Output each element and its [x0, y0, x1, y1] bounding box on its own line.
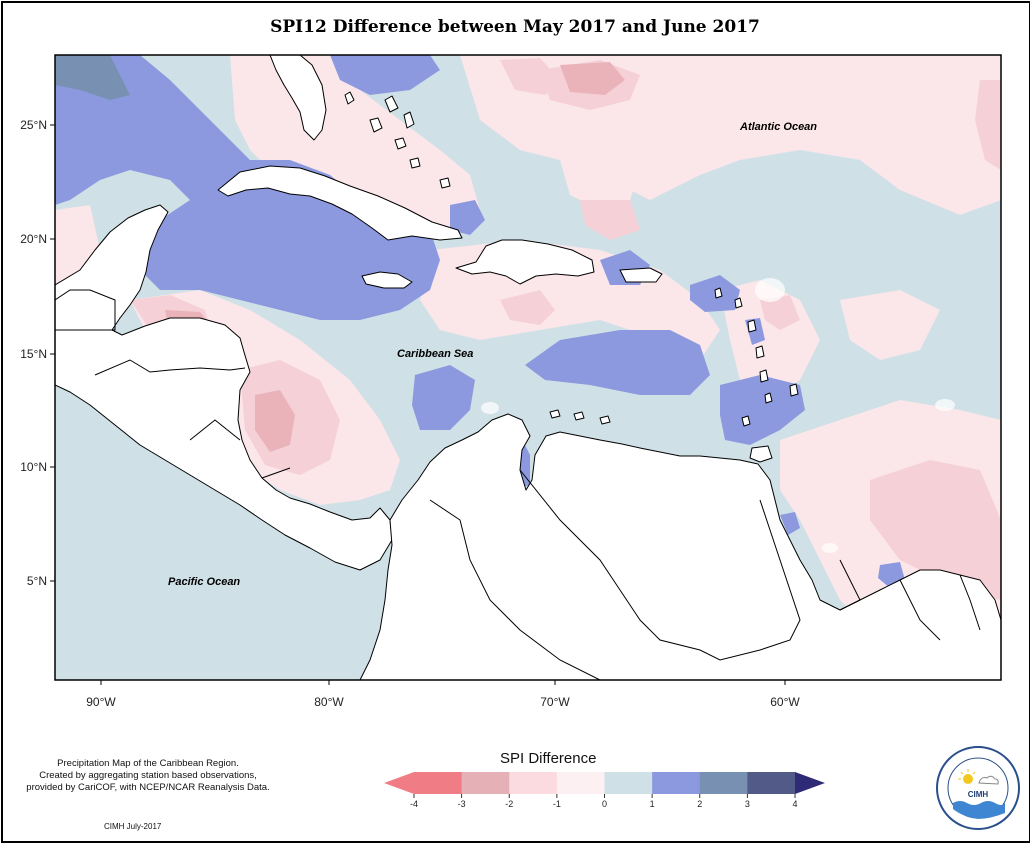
y-tick-label: 25°N [20, 118, 47, 132]
borders [55, 289, 981, 680]
land [55, 55, 1001, 680]
note-line-3: provided by CariCOF, with NCEP/NCAR Rean… [26, 782, 270, 793]
field-white-patches [481, 278, 955, 553]
cimh-logo: CIMH [936, 746, 1020, 830]
wave-icon [953, 801, 1005, 819]
x-axis: 90°W 80°W 70°W 60°W [86, 680, 800, 709]
legend-tick-label: -3 [458, 799, 466, 809]
legend-title: SPI Difference [500, 750, 597, 767]
field-steel-blue [55, 55, 130, 100]
sun-icon [963, 774, 973, 784]
legend-swatch [414, 772, 463, 794]
note-line-1: Precipitation Map of the Caribbean Regio… [57, 758, 239, 769]
note-line-2: Created by aggregating station based obs… [39, 770, 257, 781]
map-title: SPI12 Difference between May 2017 and Ju… [270, 17, 760, 37]
y-axis: 25°N 20°N 15°N 10°N 5°N [20, 118, 55, 588]
legend-swatch [699, 772, 748, 794]
legend-tick-label: 2 [697, 799, 702, 809]
legend-tick-label: 1 [650, 799, 655, 809]
legend-tick-label: 3 [745, 799, 750, 809]
legend-tick-label: 4 [792, 799, 797, 809]
legend-tick-label: 0 [602, 799, 607, 809]
credit-text: CIMH July-2017 [104, 822, 162, 831]
legend-swatch [461, 772, 510, 794]
legend-tick-label: -2 [505, 799, 513, 809]
x-tick-label: 60°W [770, 695, 800, 709]
puerto-rico [619, 267, 663, 283]
legend-colorbar: -4 -3 -2 -1 0 1 2 3 4 [384, 772, 825, 809]
x-tick-label: 80°W [314, 695, 344, 709]
y-tick-label: 5°N [27, 574, 47, 588]
x-tick-label: 70°W [540, 695, 570, 709]
central-america [55, 204, 393, 571]
legend-swatch [509, 772, 558, 794]
label-caribbean-sea: Caribbean Sea [397, 348, 473, 360]
label-atlantic-ocean: Atlantic Ocean [739, 121, 817, 133]
logo-text: CIMH [968, 790, 989, 799]
hispaniola [455, 239, 595, 285]
legend-swatch [747, 772, 796, 794]
cuba [217, 165, 463, 241]
label-pacific-ocean: Pacific Ocean [168, 576, 240, 588]
spi-field [55, 55, 1001, 680]
jamaica [361, 271, 413, 289]
y-tick-label: 10°N [20, 460, 47, 474]
legend-tick-label: -4 [410, 799, 418, 809]
south-america [359, 413, 1001, 680]
legend-arrow-low [384, 772, 414, 794]
florida [269, 55, 327, 141]
cloud-icon [978, 775, 999, 785]
x-tick-label: 90°W [86, 695, 116, 709]
legend-tick-label: -1 [553, 799, 561, 809]
legend-swatch [604, 772, 653, 794]
description-note: Precipitation Map of the Caribbean Regio… [6, 758, 290, 794]
map-border [54, 54, 1002, 681]
legend-swatch [652, 772, 701, 794]
trinidad [749, 445, 773, 463]
y-tick-label: 20°N [20, 232, 47, 246]
y-tick-label: 15°N [20, 347, 47, 361]
legend-swatch [556, 772, 605, 794]
legend-arrow-high [795, 772, 825, 794]
